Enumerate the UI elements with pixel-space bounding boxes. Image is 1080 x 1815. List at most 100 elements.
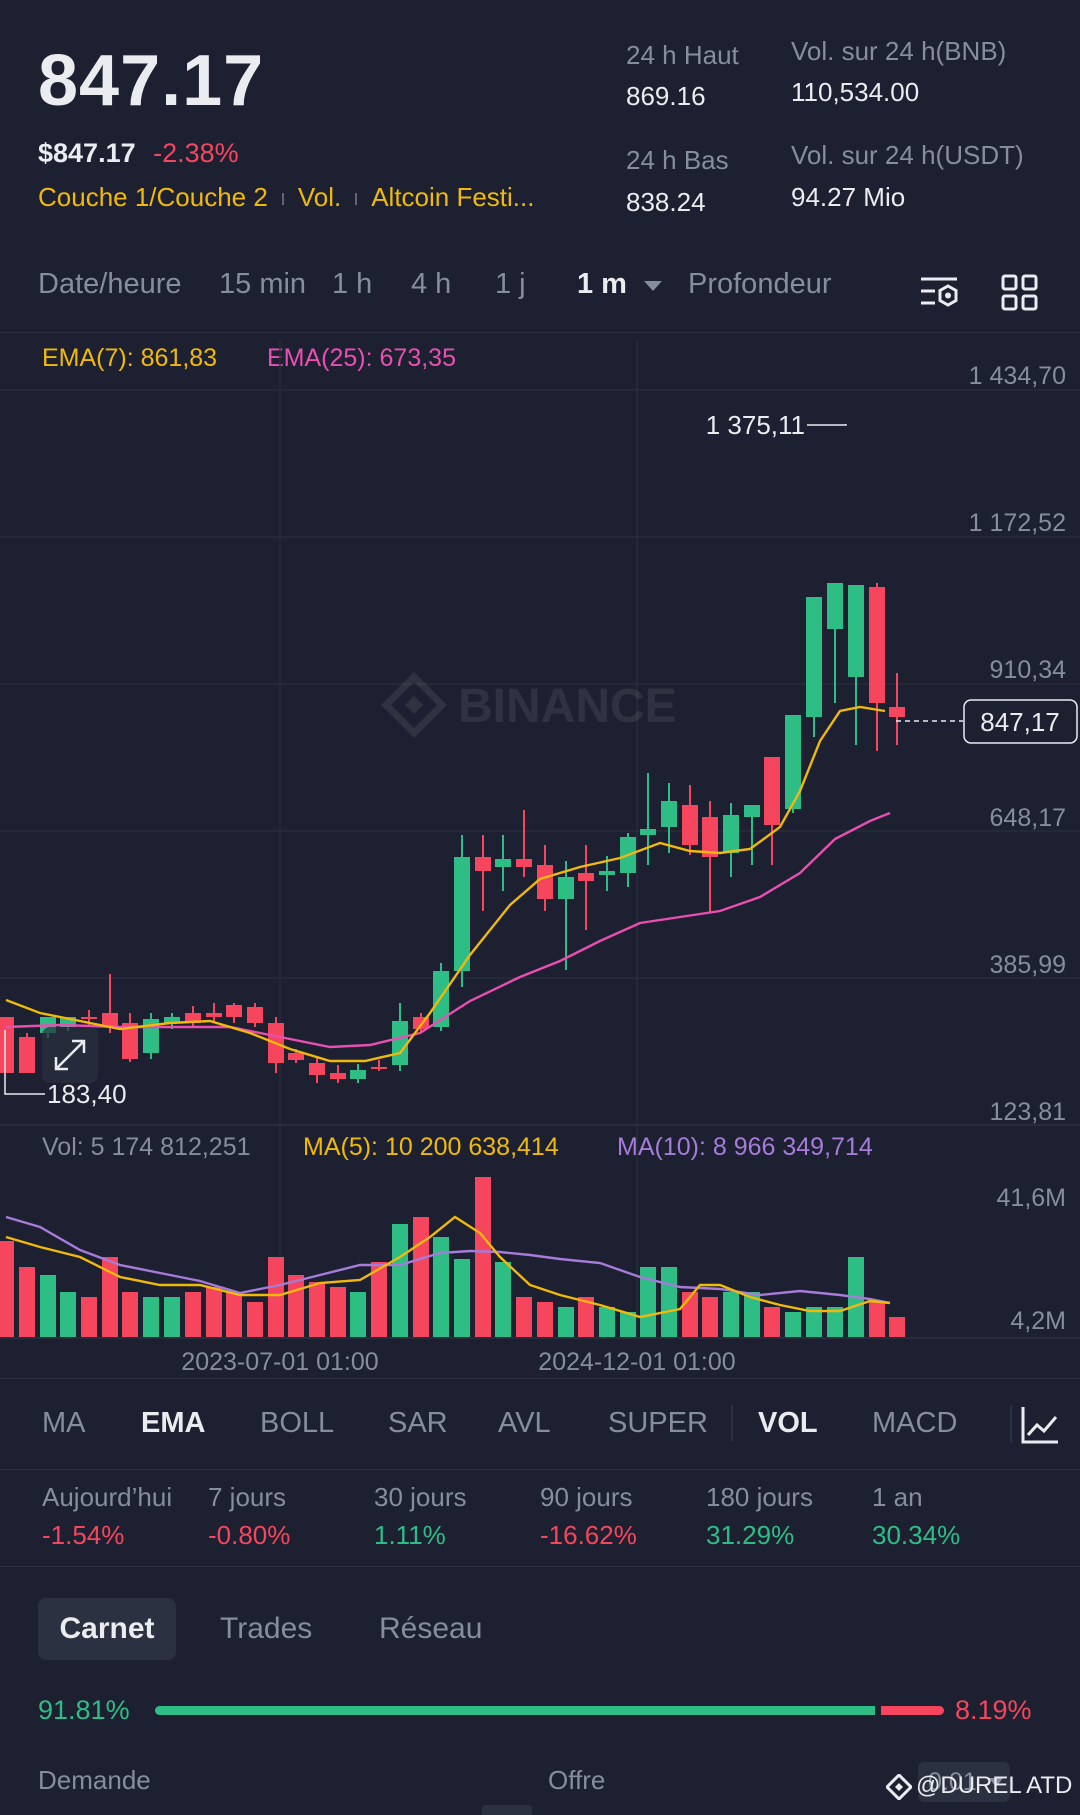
candle-body	[185, 1013, 201, 1023]
tag-layer[interactable]: Couche 1/Couche 2	[38, 182, 268, 212]
ask-ratio-bar	[881, 1706, 944, 1715]
candle	[330, 1065, 346, 1083]
x-axis-label: 2024-12-01 01:00	[538, 1348, 735, 1376]
volume-bar	[268, 1257, 284, 1337]
watermark-text: BINANCE	[458, 680, 677, 733]
volume-bar	[164, 1297, 180, 1337]
ind-tab-avl[interactable]: AVL	[498, 1407, 551, 1439]
volume-bar	[723, 1292, 739, 1337]
bid-ratio: 91.81%	[38, 1695, 130, 1725]
ema25-legend: EMA(25): 673,35	[267, 344, 456, 372]
expand-chart-button[interactable]	[42, 1027, 98, 1083]
tf-depth[interactable]: Profondeur	[688, 268, 832, 300]
ind-tab-sar[interactable]: SAR	[388, 1407, 448, 1439]
volume-bar	[350, 1292, 366, 1337]
candle-body	[827, 583, 843, 629]
volume-bar	[744, 1292, 760, 1337]
tag-altcoin[interactable]: Altcoin Festi...	[371, 182, 535, 212]
candle-body	[102, 1013, 118, 1027]
tab-trades[interactable]: Trades	[220, 1612, 313, 1645]
candlestick-chart[interactable]: BINANCE 1 434,70 1 172,52 910,34 648,17 …	[0, 340, 1080, 1378]
ind-tab-boll[interactable]: BOLL	[260, 1407, 335, 1439]
price-usd: $847.17	[38, 138, 136, 168]
price-change-pct: -2.38%	[153, 138, 239, 168]
ind-tab-macd[interactable]: MACD	[872, 1407, 958, 1439]
high-24h-label: 24 h Haut	[626, 40, 739, 70]
candle	[848, 585, 864, 745]
ind-tab-ema[interactable]: EMA	[141, 1407, 206, 1439]
volume-bar	[288, 1275, 304, 1337]
credit-watermark: @DUREL ATD	[884, 1772, 1072, 1801]
tab-network[interactable]: Réseau	[379, 1612, 483, 1645]
tag-vol[interactable]: Vol.	[297, 182, 342, 212]
perf-label: 30 jours	[374, 1482, 467, 1512]
volume-bar	[81, 1297, 97, 1337]
indicator-settings-icon[interactable]	[1020, 1405, 1060, 1445]
candle-body	[454, 857, 470, 971]
volume-bar	[309, 1282, 325, 1337]
volume-bar	[764, 1307, 780, 1337]
tab-separator	[731, 1405, 733, 1441]
ind-tab-vol[interactable]: VOL	[758, 1407, 818, 1439]
perf-value: -1.54%	[42, 1520, 125, 1550]
candle	[122, 1013, 138, 1062]
tab-orderbook[interactable]: Carnet	[38, 1598, 176, 1660]
tf-1d[interactable]: 1 j	[495, 268, 526, 300]
bid-column-label: Demande	[38, 1765, 151, 1795]
candle	[247, 1003, 263, 1027]
vol-ma10-legend: MA(10): 8 966 349,714	[617, 1133, 873, 1161]
candle-body	[806, 597, 822, 717]
price-axis-label: 123,81	[990, 1098, 1066, 1126]
low-24h-label: 24 h Bas	[626, 145, 729, 175]
candle-body	[682, 805, 698, 845]
candle-body	[60, 1017, 76, 1027]
perf-value: -16.62%	[540, 1520, 637, 1550]
chart-settings-icon[interactable]	[918, 273, 960, 313]
candle-body	[247, 1007, 263, 1023]
volume-bar	[60, 1292, 76, 1337]
volume-bar	[122, 1292, 138, 1337]
ind-tab-super[interactable]: SUPER	[608, 1407, 708, 1439]
candle	[640, 773, 656, 865]
ask-ratio: 8.19%	[955, 1695, 1032, 1725]
volume-bar	[640, 1267, 656, 1337]
tf-datetime[interactable]: Date/heure	[38, 268, 182, 300]
volume-axis-label: 41,6M	[997, 1184, 1066, 1212]
price-axis-label: 648,17	[990, 804, 1066, 832]
precision-select[interactable]: 0.01	[918, 1762, 1010, 1802]
price-axis-label: 910,34	[990, 656, 1067, 684]
tf-15min[interactable]: 15 min	[219, 268, 307, 300]
vol-quote-label: Vol. sur 24 h(USDT)	[791, 140, 1024, 170]
perf-label: 180 jours	[706, 1482, 813, 1512]
candle-body	[288, 1053, 304, 1060]
candle	[661, 783, 677, 853]
volume-bar	[620, 1312, 636, 1337]
candles	[0, 583, 905, 1083]
ind-tab-ma[interactable]: MA	[42, 1407, 86, 1439]
candle-body	[744, 805, 760, 817]
timeframe-bar: Date/heure 15 min 1 h 4 h 1 j 1 m Profon…	[0, 268, 1080, 320]
tab-separator	[1010, 1405, 1012, 1443]
price-axis-label: 385,99	[990, 951, 1066, 979]
volume-bar	[889, 1317, 905, 1337]
tf-1m[interactable]: 1 m	[577, 268, 663, 301]
high-marker-label: 1 375,11	[706, 410, 805, 440]
volume-bar	[806, 1307, 822, 1337]
volume-bar	[578, 1297, 594, 1337]
handle	[482, 1805, 532, 1815]
tf-1h[interactable]: 1 h	[332, 268, 373, 300]
tf-4h[interactable]: 4 h	[411, 268, 452, 300]
candle	[309, 1057, 325, 1083]
candle-body	[19, 1037, 35, 1073]
volume-bar	[495, 1262, 511, 1337]
tag-row: Couche 1/Couche 2 Vol. Altcoin Festi...	[38, 182, 534, 213]
candle	[827, 583, 843, 703]
candle-body	[226, 1005, 242, 1017]
vol-legend: Vol: 5 174 812,251	[42, 1133, 251, 1161]
expand-icon	[54, 1039, 86, 1071]
grid-layout-icon[interactable]	[1000, 273, 1040, 313]
perf-value: 31.29%	[706, 1520, 795, 1550]
candle	[889, 673, 905, 745]
candle	[102, 974, 118, 1033]
volume-axis-label: 4,2M	[1010, 1307, 1066, 1335]
